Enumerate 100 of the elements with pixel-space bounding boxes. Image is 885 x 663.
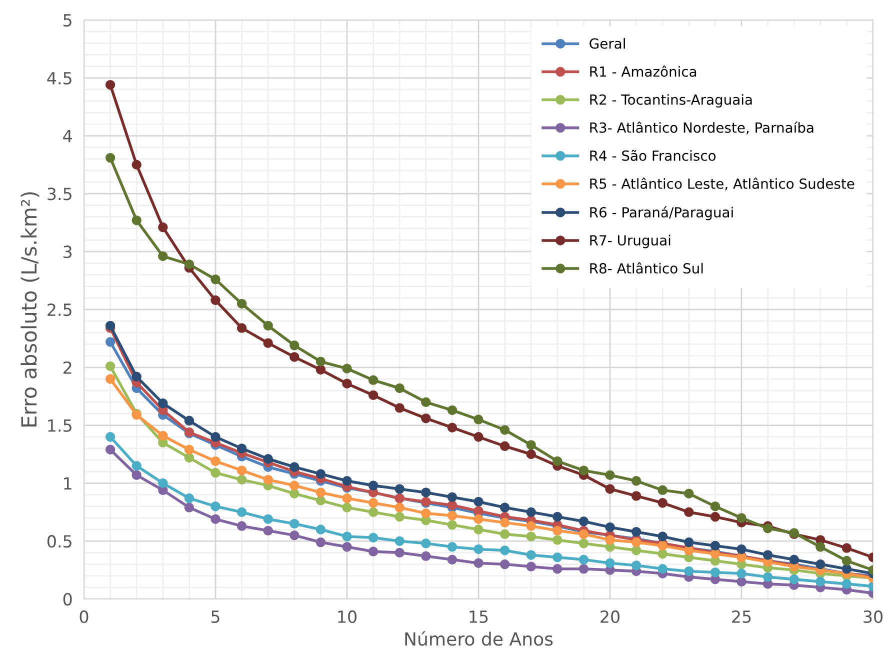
point [105, 80, 116, 90]
point [105, 432, 116, 442]
point [236, 298, 247, 309]
point [394, 502, 404, 512]
point [500, 425, 510, 435]
point [736, 544, 746, 554]
point [368, 507, 378, 518]
point [368, 375, 378, 385]
point [290, 462, 300, 472]
point [526, 521, 536, 531]
x-tick-label: 15 [470, 610, 488, 624]
point [552, 552, 562, 562]
point [263, 320, 273, 331]
point [684, 566, 694, 576]
y-tick-label: 3 [64, 246, 72, 258]
legend-label: R6 - Paraná/Paraguai [590, 206, 733, 220]
point [421, 551, 431, 562]
point [684, 546, 694, 556]
point [210, 295, 220, 306]
point [710, 568, 720, 578]
point [342, 502, 352, 512]
point [474, 496, 484, 507]
point [710, 512, 720, 522]
point [605, 522, 615, 532]
legend-label: R2 - Tocantins-Araguaia [590, 94, 752, 108]
y-tick-label: 5 [64, 14, 72, 27]
point [578, 529, 589, 540]
point [394, 403, 404, 413]
point [236, 507, 247, 518]
point [184, 259, 194, 270]
point [290, 530, 300, 540]
point [184, 416, 194, 426]
point [816, 559, 826, 570]
point [631, 491, 642, 501]
point [789, 554, 799, 564]
point [710, 540, 720, 551]
point [578, 516, 589, 526]
point [736, 513, 746, 523]
point [158, 222, 168, 232]
x-axis-title: Número de Anos [405, 631, 553, 646]
point [605, 558, 615, 568]
point [263, 526, 273, 536]
point [421, 508, 431, 518]
point [578, 554, 589, 564]
point [184, 452, 194, 463]
point [474, 506, 484, 516]
point [421, 397, 431, 407]
point [342, 542, 352, 552]
x-tick-label: 20 [600, 610, 620, 624]
point [105, 361, 116, 372]
point [447, 542, 458, 552]
point [842, 556, 852, 566]
point [605, 470, 615, 480]
legend-label: Geral [590, 38, 625, 49]
point [447, 510, 458, 520]
point [132, 215, 142, 226]
point [342, 378, 352, 388]
point [290, 518, 300, 529]
point [789, 574, 799, 584]
point [236, 521, 247, 531]
point [158, 398, 168, 408]
point [394, 512, 404, 522]
point [658, 548, 668, 559]
point [658, 532, 668, 542]
point [474, 524, 484, 534]
point [474, 432, 484, 442]
y-tick-label: 0.5 [47, 535, 72, 548]
point [447, 554, 458, 564]
point [631, 537, 642, 548]
point [394, 536, 404, 546]
x-tick-label: 10 [338, 610, 356, 624]
point [474, 414, 484, 424]
point [210, 514, 220, 524]
point [526, 440, 536, 450]
point [394, 383, 404, 394]
point [658, 540, 668, 551]
point [526, 550, 536, 560]
point [552, 535, 562, 545]
y-tick-label: 4 [63, 130, 72, 142]
point [500, 559, 510, 570]
point [578, 538, 589, 548]
point [158, 478, 168, 488]
point [342, 493, 352, 504]
point [578, 466, 589, 476]
point [342, 476, 352, 486]
point [421, 413, 431, 424]
point [263, 474, 273, 485]
point [290, 488, 300, 498]
y-tick-label: 1 [64, 477, 72, 490]
point [184, 493, 194, 504]
point [500, 529, 510, 540]
point [342, 532, 352, 542]
point [316, 524, 326, 534]
legend-label: R8- Atlântico Sul [590, 262, 703, 274]
x-tick-label: 30 [864, 610, 882, 624]
point [158, 430, 168, 441]
y-tick-label: 2 [64, 361, 72, 374]
legend-label: R5 - Atlântico Leste, Atlântico Sudeste [590, 178, 854, 190]
point [658, 564, 668, 574]
point [447, 422, 458, 432]
